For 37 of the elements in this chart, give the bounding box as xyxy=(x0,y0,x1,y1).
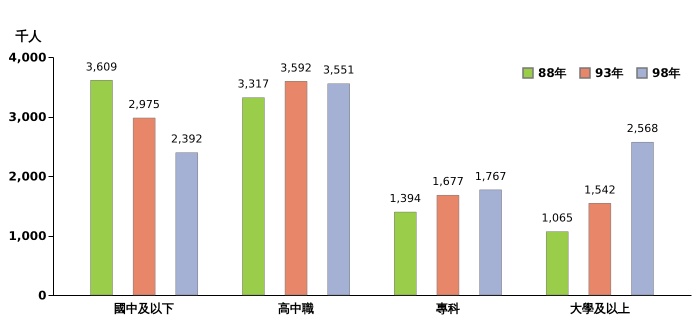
bar xyxy=(327,83,350,296)
data-label: 3,317 xyxy=(238,78,270,91)
y-tick-label: 2,000 xyxy=(8,170,46,184)
y-tick-label: 3,000 xyxy=(8,110,46,124)
data-label: 2,568 xyxy=(626,122,658,136)
legend-label: 93年 xyxy=(595,66,624,80)
bar xyxy=(479,190,502,296)
x-tick-label: 高中職 xyxy=(278,302,314,316)
data-label: 1,677 xyxy=(432,175,464,188)
bar xyxy=(588,203,612,296)
legend-label: 98年 xyxy=(652,66,681,80)
data-label: 2,392 xyxy=(171,132,203,146)
x-tick-label: 大學及以上 xyxy=(570,302,630,316)
bar xyxy=(90,80,113,296)
y-tick-label: 4,000 xyxy=(8,50,46,64)
x-tick-label: 國中及以下 xyxy=(114,302,174,316)
data-label: 1,542 xyxy=(584,183,616,196)
bar xyxy=(546,231,568,296)
y-axis-title: 千人 xyxy=(14,28,42,44)
bar xyxy=(436,194,460,296)
data-label: 3,609 xyxy=(86,60,118,74)
bar xyxy=(284,81,308,296)
y-tick-label: 1,000 xyxy=(8,229,46,243)
bar xyxy=(242,97,265,296)
data-label: 3,592 xyxy=(280,61,312,74)
data-label: 1,065 xyxy=(541,212,573,225)
bar xyxy=(394,212,417,296)
y-tick-label: 0 xyxy=(38,288,46,302)
data-label: 3,551 xyxy=(322,64,354,77)
x-tick-label: 專科 xyxy=(434,302,460,316)
data-label: 1,767 xyxy=(474,170,506,183)
data-label: 2,975 xyxy=(128,98,160,111)
bar xyxy=(631,142,654,296)
bar xyxy=(176,152,198,296)
data-label: 1,394 xyxy=(390,192,422,206)
bar xyxy=(132,118,156,296)
legend-label: 88年 xyxy=(538,66,567,80)
